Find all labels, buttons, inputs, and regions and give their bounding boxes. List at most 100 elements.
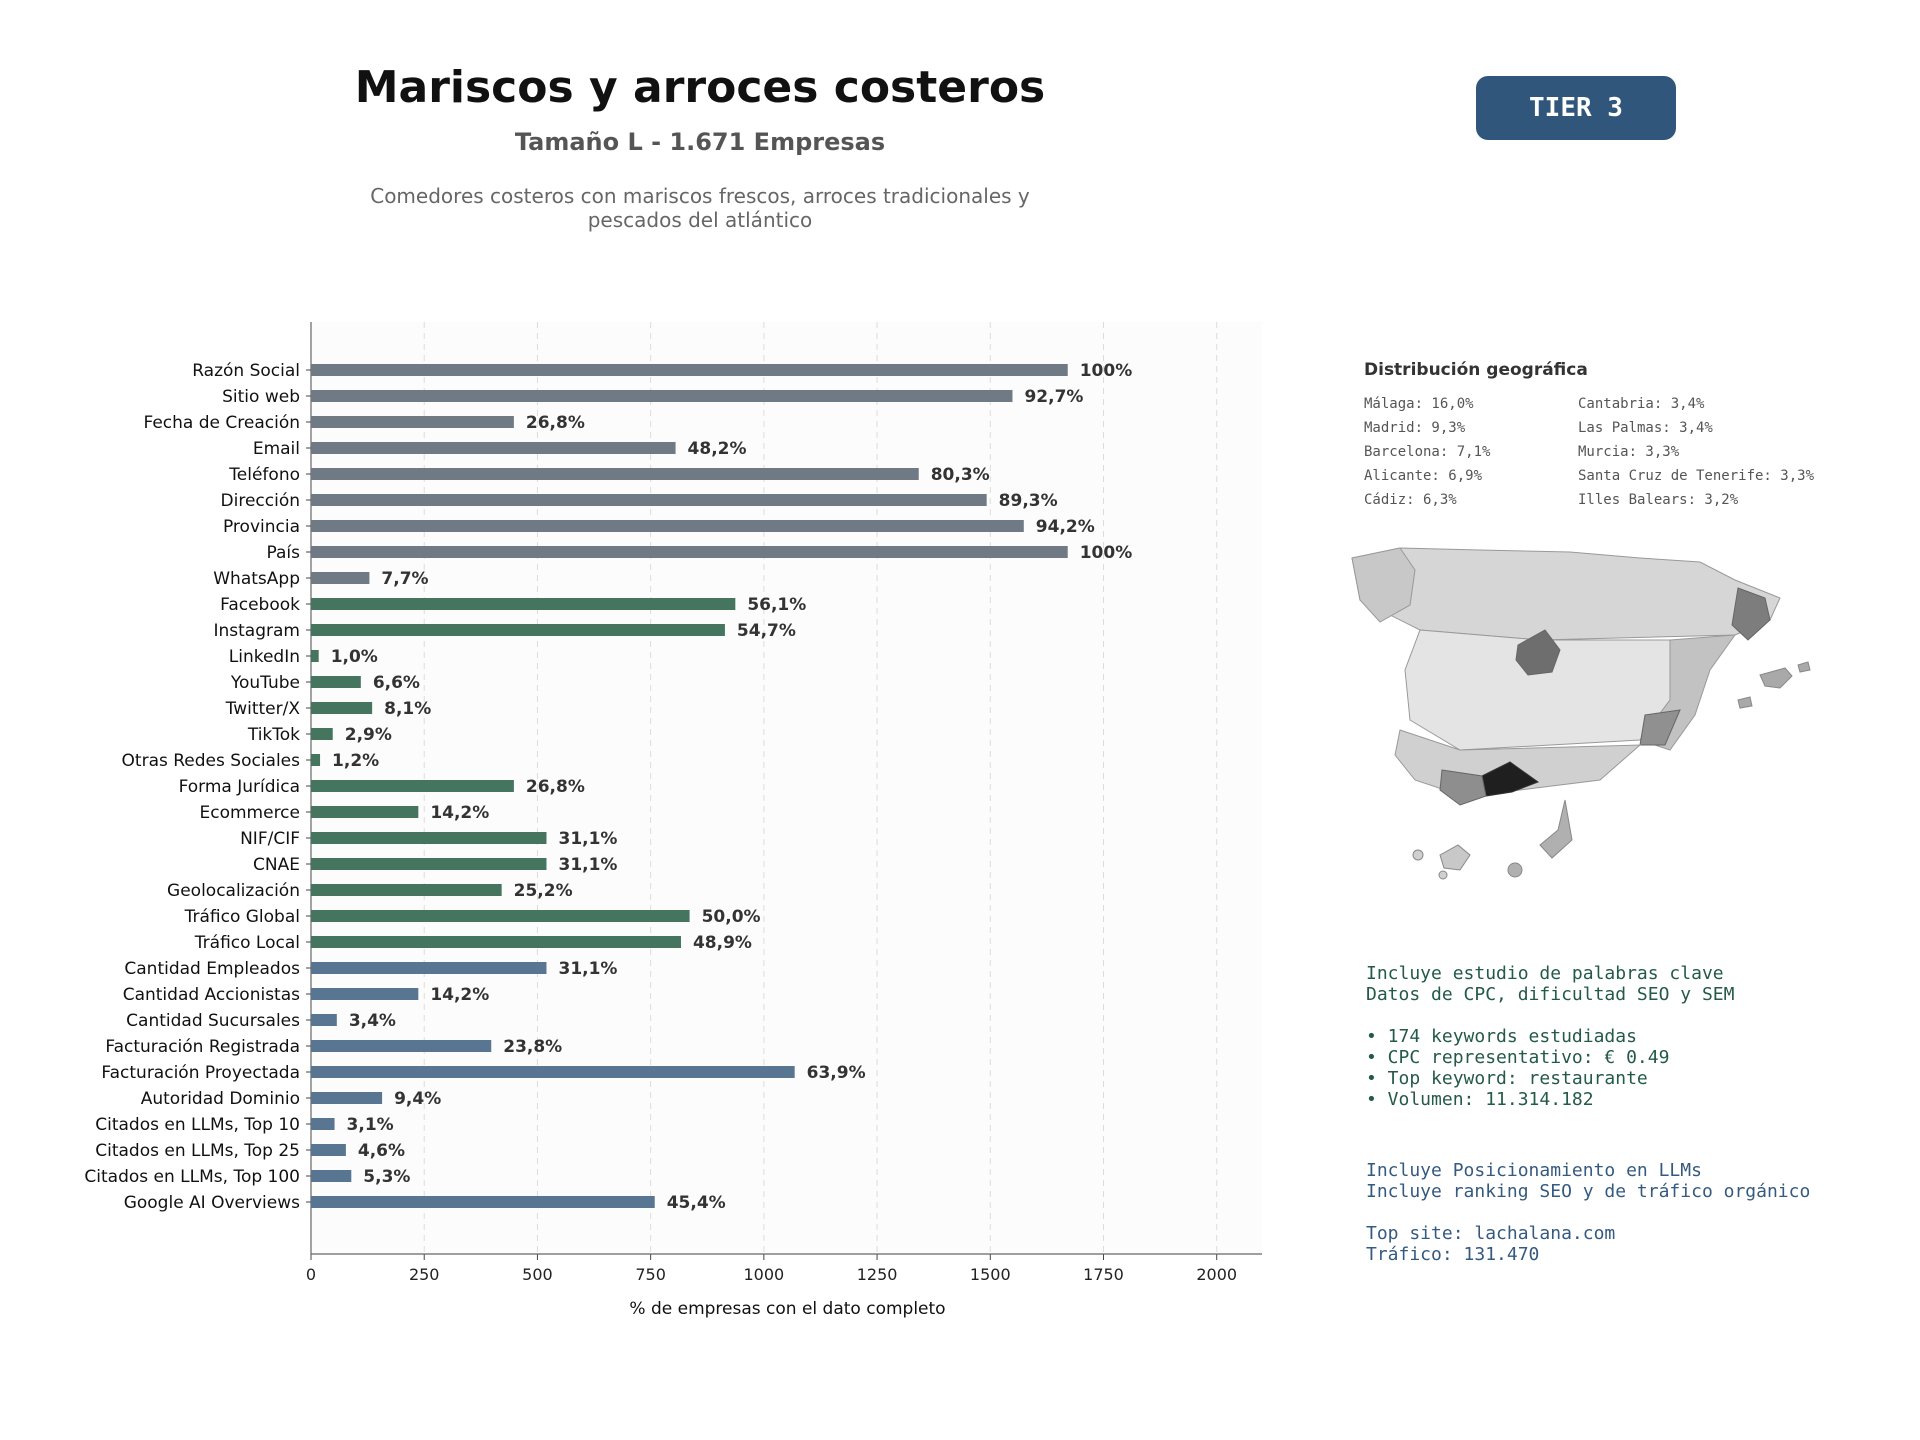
bar: [311, 1170, 352, 1182]
value-label: 6,6%: [373, 673, 420, 693]
bar: [311, 546, 1068, 558]
category-label: Instagram: [214, 621, 301, 641]
value-label: 80,3%: [931, 465, 990, 485]
keywords-line-2: Datos de CPC, dificultad SEO y SEM: [1366, 984, 1735, 1005]
value-label: 100%: [1080, 543, 1133, 563]
category-label: Cantidad Empleados: [124, 959, 300, 979]
geo-list: Málaga: 16,0% Cantabria: 3,4% Madrid: 9,…: [1364, 396, 1904, 508]
keywords-info: Incluye estudio de palabras clave Datos …: [1366, 963, 1734, 1110]
bar: [311, 598, 736, 610]
tier-badge: TIER 3: [1476, 76, 1676, 140]
value-label: 3,4%: [349, 1011, 396, 1031]
bar: [311, 910, 690, 922]
value-label: 63,9%: [807, 1063, 866, 1083]
category-label: Provincia: [223, 517, 300, 537]
bar: [311, 390, 1013, 402]
geo-entry: Málaga: 16,0%: [1364, 396, 1474, 412]
llm-line-1: Incluye Posicionamiento en LLMs: [1366, 1160, 1702, 1181]
completeness-bar-chart: 0 250 500 750 1000 1250 1500 1750 2000 Razón Soci…: [84, 322, 1262, 1319]
value-label: 2,9%: [345, 725, 392, 745]
value-label: 54,7%: [737, 621, 796, 641]
category-label: Geolocalización: [167, 881, 300, 901]
geo-entry: Illes Balears: 3,2%: [1578, 492, 1739, 508]
geo-entry: Barcelona: 7,1%: [1364, 444, 1491, 460]
category-label: Ecommerce: [200, 803, 301, 823]
value-label: 31,1%: [558, 855, 617, 875]
x-tick-label: 500: [522, 1265, 553, 1284]
page-title: Mariscos y arroces costeros: [354, 62, 1046, 113]
x-tick-label: 1500: [970, 1265, 1011, 1284]
value-label: 50,0%: [702, 907, 761, 927]
category-label: País: [267, 543, 301, 563]
map-balearics-main: [1759, 667, 1793, 689]
bar: [311, 702, 373, 714]
map-canarias-west: [1439, 844, 1471, 871]
keywords-cpc: • CPC representativo: € 0.49: [1366, 1047, 1670, 1068]
category-label: Cantidad Accionistas: [123, 985, 300, 1005]
bar: [311, 1144, 346, 1156]
map-madrid: [1515, 629, 1561, 676]
value-label: 5,3%: [363, 1167, 410, 1187]
map-galicia: [1351, 547, 1416, 623]
category-label: Autoridad Dominio: [141, 1089, 300, 1109]
category-label: Sitio web: [222, 387, 300, 407]
geo-entry: Cantabria: 3,4%: [1578, 396, 1705, 412]
x-tick-label: 2000: [1196, 1265, 1237, 1284]
keywords-count: • 174 keywords estudiadas: [1366, 1026, 1637, 1047]
category-label: Citados en LLMs, Top 25: [95, 1141, 300, 1161]
category-label: Cantidad Sucursales: [126, 1011, 300, 1031]
value-label: 14,2%: [430, 803, 489, 823]
llm-line-2: Incluye ranking SEO y de tráfico orgánic…: [1366, 1181, 1811, 1202]
keywords-volume: • Volumen: 11.314.182: [1366, 1089, 1594, 1110]
x-tick-label: 1250: [857, 1265, 898, 1284]
x-tick-label: 0: [306, 1265, 316, 1284]
bar: [311, 676, 361, 688]
map-canarias-east: [1539, 799, 1573, 859]
bar: [311, 728, 333, 740]
x-axis-label: % de empresas con el dato completo: [629, 1299, 945, 1319]
x-tick-label: 750: [635, 1265, 666, 1284]
value-label: 25,2%: [514, 881, 573, 901]
category-label: Razón Social: [192, 361, 300, 381]
value-label: 26,8%: [526, 777, 585, 797]
category-label: Email: [253, 439, 300, 459]
map-north: [1351, 547, 1781, 641]
category-label: Google AI Overviews: [124, 1193, 300, 1213]
value-label: 100%: [1080, 361, 1133, 381]
category-label: Tráfico Global: [184, 907, 300, 927]
geo-entry: Alicante: 6,9%: [1364, 468, 1483, 484]
bar: [311, 494, 987, 506]
bar: [311, 936, 681, 948]
category-label: LinkedIn: [229, 647, 300, 667]
bar: [311, 624, 725, 636]
geo-distribution-panel: Distribución geográfica Málaga: 16,0% Ca…: [1364, 360, 1904, 508]
x-tick-label: 250: [409, 1265, 440, 1284]
value-label: 94,2%: [1036, 517, 1095, 537]
bar: [311, 416, 514, 428]
geo-entry: Santa Cruz de Tenerife: 3,3%: [1578, 468, 1815, 484]
value-label: 3,1%: [347, 1115, 394, 1135]
category-label: TikTok: [247, 725, 300, 745]
geo-entry: Murcia: 3,3%: [1578, 444, 1680, 460]
category-label: Otras Redes Sociales: [122, 751, 301, 771]
bar: [311, 988, 419, 1000]
geo-entry: Las Palmas: 3,4%: [1578, 420, 1713, 436]
category-label: Teléfono: [228, 465, 300, 485]
map-ibiza: [1737, 696, 1753, 709]
value-label: 7,7%: [381, 569, 428, 589]
value-label: 48,9%: [693, 933, 752, 953]
geo-title: Distribución geográfica: [1364, 360, 1588, 380]
bar: [311, 1066, 795, 1078]
category-label: NIF/CIF: [240, 829, 300, 849]
value-label: 48,2%: [688, 439, 747, 459]
bar: [311, 572, 370, 584]
value-label: 1,2%: [332, 751, 379, 771]
bar: [311, 1014, 337, 1026]
category-label: Facturación Proyectada: [101, 1063, 300, 1083]
map-canarias-isle: [1507, 862, 1523, 878]
bar: [311, 1040, 492, 1052]
bar: [311, 1092, 383, 1104]
category-label: Citados en LLMs, Top 100: [84, 1167, 300, 1187]
value-label: 4,6%: [358, 1141, 405, 1161]
bar: [311, 806, 419, 818]
